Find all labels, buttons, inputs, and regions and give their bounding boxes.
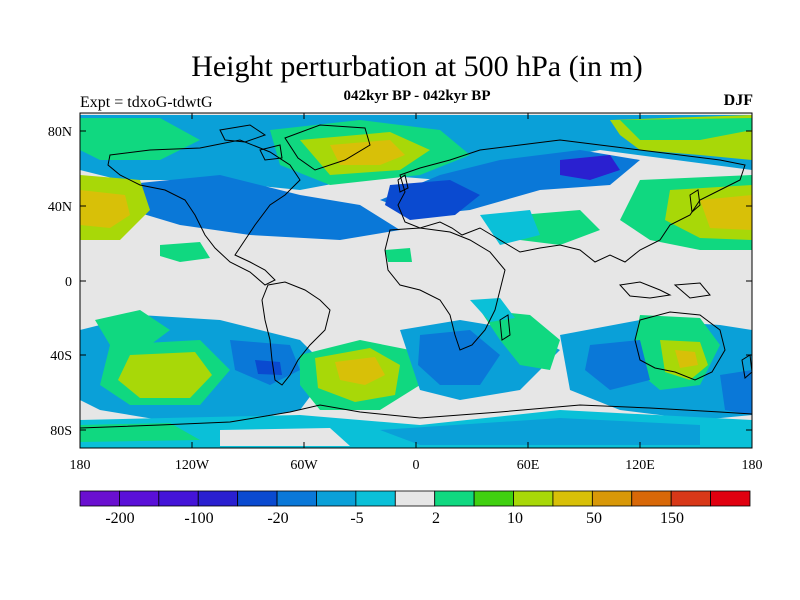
colorbar-box [316, 490, 357, 507]
contour-npac-green [620, 118, 752, 140]
contour-spacific-deepblue [255, 360, 282, 375]
colorbar [79, 490, 751, 507]
experiment-label: Expt = tdxoG-tdwtG [80, 94, 213, 111]
contour-antarctic-grey [220, 428, 350, 446]
period-subtitle: 042kyr BP - 042kyr BP [343, 88, 491, 104]
season-label: DJF [723, 92, 753, 109]
colorbar-box [552, 490, 593, 507]
contour-australia-olive [675, 350, 698, 368]
x-axis-labels: 180 120W 60W 0 60E 120E 180 [70, 458, 763, 473]
x-tick-label: 60E [517, 458, 540, 473]
colorbar-box [237, 490, 278, 507]
colorbar-box [197, 490, 239, 507]
colorbar-box [79, 490, 120, 507]
coastline-uk [397, 174, 409, 193]
colorbar-box [473, 490, 514, 507]
colorbar-box [670, 490, 711, 507]
colorbar-label: 50 [586, 510, 602, 527]
colorbar-label: -20 [267, 510, 288, 527]
coastline-japan [689, 189, 701, 214]
colorbar-label: -100 [184, 510, 213, 527]
x-tick-label: 120W [175, 458, 210, 473]
coastline-africa [384, 227, 506, 351]
coastline-antarctica [80, 404, 752, 429]
contour-namerica-blue [120, 175, 400, 240]
contour-npacific-west-olive [80, 190, 130, 228]
contour-sepac-blue [720, 370, 752, 415]
contour-europe-deep-blue [385, 180, 480, 220]
colorbar-box [394, 490, 436, 507]
coastline-arctic-islands [219, 124, 283, 161]
coastline-madagascar [499, 314, 511, 341]
contour-safrica-cyan [470, 298, 515, 322]
contour-arctic-olive [330, 140, 405, 165]
y-tick-label: 80N [48, 125, 72, 140]
x-tick-label: 0 [413, 458, 420, 473]
contour-asia-green [520, 210, 600, 245]
contour-antarctic-blue [380, 418, 700, 445]
colorbar-box [158, 490, 199, 507]
coastline-australia [634, 311, 726, 381]
colorbar-label: -200 [105, 510, 134, 527]
colorbar-box [355, 490, 396, 507]
x-axis-ticks [79, 113, 753, 448]
colorbar-label: 150 [660, 510, 684, 527]
contour-asia-cyan [480, 210, 540, 245]
contour-sindian-darkblue [418, 330, 500, 385]
coastline-north-america [107, 139, 301, 286]
colorbar-labels: -200 -100 -20 -5 2 10 50 150 [105, 510, 684, 527]
colorbar-box [631, 490, 672, 507]
colorbar-box [276, 490, 317, 507]
colorbar-box [513, 490, 554, 507]
x-tick-label: 180 [70, 458, 91, 473]
contour-westpac-olive [700, 195, 752, 230]
colorbar-label: 10 [507, 510, 523, 527]
contour-field [80, 113, 752, 448]
coastline-indonesia [619, 281, 711, 299]
contour-australia-blue [585, 340, 650, 390]
y-axis-labels: 80N 40N 0 40S 80S [48, 125, 72, 439]
x-tick-label: 120E [625, 458, 655, 473]
coastline-greenland [284, 124, 371, 171]
y-tick-label: 0 [65, 275, 72, 290]
contour-spacific-yellowgreen [118, 352, 212, 398]
contour-antarctic-green [80, 423, 200, 442]
coastlines [80, 124, 752, 429]
colorbar-box [119, 490, 160, 507]
contour-spacific-cyan [95, 310, 170, 345]
colorbar-box [710, 490, 751, 507]
coastline-new-zealand [741, 354, 752, 379]
y-axis-ticks [80, 130, 752, 431]
y-tick-label: 40S [50, 349, 72, 364]
coastline-eurasia [397, 139, 746, 263]
plot-title: Height perturbation at 500 hPa (in m) [191, 50, 643, 83]
colorbar-label: -5 [350, 510, 363, 527]
colorbar-label: 2 [432, 510, 440, 527]
coastline-south-america [261, 281, 331, 386]
colorbar-box [591, 490, 633, 507]
x-tick-label: 60W [290, 458, 318, 473]
contour-atlantic-green [160, 242, 210, 262]
y-tick-label: 80S [50, 424, 72, 439]
contour-africa-green [385, 248, 412, 262]
x-tick-label: 180 [742, 458, 763, 473]
y-tick-label: 40N [48, 200, 72, 215]
colorbar-box [434, 490, 475, 507]
contour-asia-darkblue [560, 155, 620, 180]
contour-satlantic-olive [335, 357, 385, 385]
